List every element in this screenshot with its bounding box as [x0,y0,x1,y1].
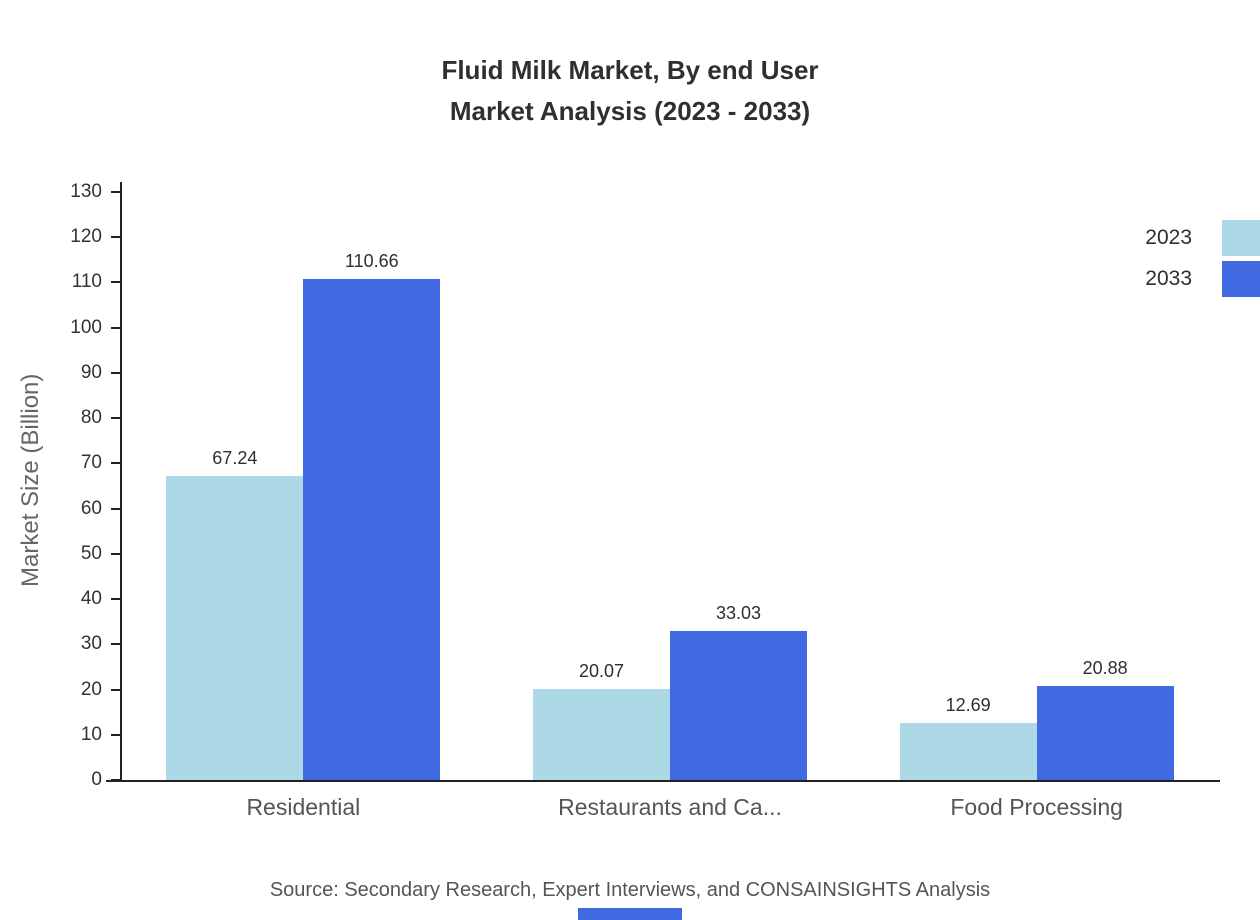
bar-group: 67.24 110.66 [120,192,487,780]
y-tick-label: 30 [80,633,102,655]
bar-2033 [670,630,807,780]
y-tick-mark [111,507,121,510]
legend-swatch [1222,219,1260,256]
y-tick-mark [111,688,121,691]
bar-2023 [533,689,670,780]
y-tick-label: 80 [80,407,102,429]
y-tick-mark [111,326,121,329]
y-tick-mark [111,643,121,646]
legend-label: 2023 [1145,225,1192,249]
y-axis-line [120,182,122,780]
chart-title-line2: Market Analysis (2023 - 2033) [449,96,811,126]
bar-2033 [1036,685,1174,780]
bar-with-label: 110.66 [303,192,441,780]
category-label: Restaurants and Ca... [558,794,782,820]
y-tick-mark [111,191,121,193]
y-tick-mark [111,779,121,781]
y-tick-label: 0 [91,769,102,790]
y-tick-label: 40 [80,588,102,610]
chart-title: Fluid Milk Market, By end User Market An… [0,50,1260,132]
legend: 2023 2033 [1145,219,1260,297]
y-tick-mark [111,371,121,374]
plot-area: 0 10 20 30 40 50 60 70 80 90 100 110 120 130 67.24 110… [70,181,1220,790]
bar-value-label: 20.07 [578,661,625,682]
y-tick-label: 60 [80,497,102,519]
y-tick-mark [111,236,121,239]
bar-value-label: 12.69 [945,694,991,715]
legend-item: 2023 [1145,219,1260,256]
category-label: Food Processing [950,794,1123,820]
source-text: Source: Secondary Research, Expert Inter… [269,879,991,901]
chart-title-line1: Fluid Milk Market, By end User [441,55,819,85]
y-tick-mark [111,281,121,284]
legend-swatch [1222,260,1260,297]
bar-value-label: 33.03 [715,602,762,623]
y-tick-label: 110 [71,271,102,293]
bar-group: 20.07 33.03 [487,192,854,780]
bar-with-label: 20.07 [533,192,670,780]
bottom-watermark-bar [578,908,682,920]
y-tick-label: 10 [80,723,102,745]
y-tick-label: 100 [70,316,102,338]
y-tick-label: 130 [70,181,102,202]
y-tick-label: 90 [80,361,102,383]
bar-value-label: 20.88 [1082,657,1128,678]
y-tick-label: 20 [80,678,102,700]
y-tick-label: 70 [80,452,102,474]
category-label: Residential [246,794,361,820]
bar-with-label: 33.03 [670,192,807,780]
bar-with-label: 67.24 [166,192,304,780]
legend-label: 2033 [1145,266,1192,290]
bar-group: 12.69 20.88 [853,192,1220,780]
y-tick-mark [111,417,121,420]
y-tick-label: 120 [70,226,102,248]
y-axis-label: Market Size (Billion) [17,373,44,587]
x-axis-category-labels: Residential Restaurants and Ca... Food Pro… [120,794,1220,821]
bar-with-label: 12.69 [899,192,1037,780]
bar-value-label: 110.66 [344,251,399,272]
x-axis-line [106,780,1220,782]
y-tick-mark [111,552,121,555]
bar-2023 [166,475,304,780]
y-tick-label: 50 [80,542,102,564]
bar-with-label: 20.88 [1036,192,1174,780]
bar-2033 [303,279,441,780]
bar-value-label: 67.24 [212,447,258,468]
bar-groups: 67.24 110.66 20.07 33.03 12.69 20.88 [120,192,1220,780]
legend-item: 2033 [1145,260,1260,297]
y-tick-mark [111,462,121,465]
y-tick-mark [111,598,121,601]
bar-2023 [899,722,1037,780]
y-tick-mark [111,733,121,736]
